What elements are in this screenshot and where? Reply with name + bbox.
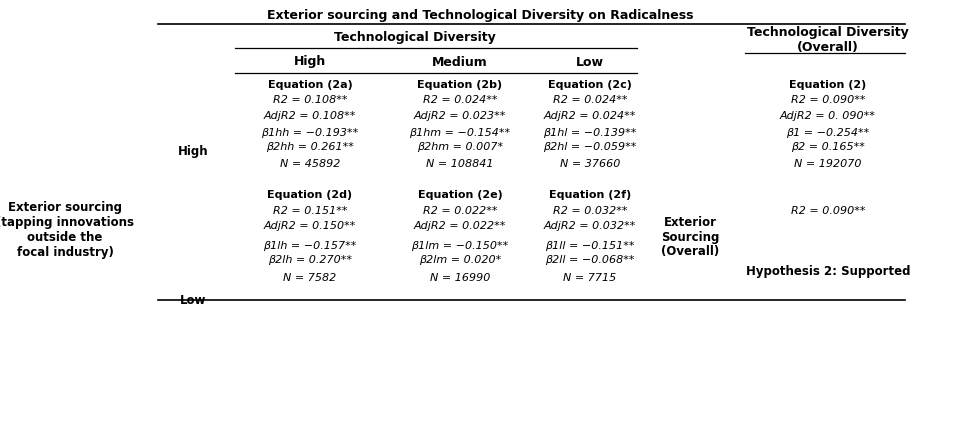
Text: Equation (2c): Equation (2c)	[548, 80, 632, 90]
Text: β1hm = −0.154**: β1hm = −0.154**	[409, 128, 511, 138]
Text: Exterior sourcing
(tapping innovations
outside the
focal industry): Exterior sourcing (tapping innovations o…	[0, 201, 134, 259]
Text: Exterior
Sourcing
(Overall): Exterior Sourcing (Overall)	[660, 216, 719, 259]
Text: β2ll = −0.068**: β2ll = −0.068**	[545, 255, 635, 265]
Text: AdjR2 = 0.108**: AdjR2 = 0.108**	[264, 111, 356, 121]
Text: β1ll = −0.151**: β1ll = −0.151**	[545, 241, 635, 251]
Text: R2 = 0.090**: R2 = 0.090**	[791, 95, 865, 105]
Text: Equation (2b): Equation (2b)	[418, 80, 503, 90]
Text: Hypothesis 2: Supported: Hypothesis 2: Supported	[746, 265, 910, 279]
Text: R2 = 0.090**: R2 = 0.090**	[791, 206, 865, 216]
Text: N = 7582: N = 7582	[283, 273, 337, 283]
Text: AdjR2 = 0.150**: AdjR2 = 0.150**	[264, 221, 356, 231]
Text: β1hh = −0.193**: β1hh = −0.193**	[261, 128, 359, 138]
Text: N = 108841: N = 108841	[426, 159, 493, 169]
Text: β2lh = 0.270**: β2lh = 0.270**	[268, 255, 352, 265]
Text: AdjR2 = 0.022**: AdjR2 = 0.022**	[414, 221, 506, 231]
Text: R2 = 0.032**: R2 = 0.032**	[553, 206, 627, 216]
Text: R2 = 0.024**: R2 = 0.024**	[422, 95, 497, 105]
Text: N = 37660: N = 37660	[560, 159, 620, 169]
Text: β1hl = −0.139**: β1hl = −0.139**	[543, 128, 636, 138]
Text: Equation (2a): Equation (2a)	[268, 80, 352, 90]
Text: AdjR2 = 0.032**: AdjR2 = 0.032**	[543, 221, 636, 231]
Text: Equation (2f): Equation (2f)	[549, 190, 631, 200]
Text: R2 = 0.024**: R2 = 0.024**	[553, 95, 627, 105]
Text: Equation (2e): Equation (2e)	[418, 190, 502, 200]
Text: N = 16990: N = 16990	[430, 273, 491, 283]
Text: Technological Diversity
(Overall): Technological Diversity (Overall)	[747, 26, 909, 54]
Text: β2lm = 0.020*: β2lm = 0.020*	[419, 255, 501, 265]
Text: N = 45892: N = 45892	[279, 159, 340, 169]
Text: β2hh = 0.261**: β2hh = 0.261**	[266, 142, 354, 152]
Text: β2hm = 0.007*: β2hm = 0.007*	[417, 142, 503, 152]
Text: N = 192070: N = 192070	[794, 159, 862, 169]
Text: R2 = 0.108**: R2 = 0.108**	[273, 95, 348, 105]
Text: Equation (2): Equation (2)	[789, 80, 867, 90]
Text: AdjR2 = 0.023**: AdjR2 = 0.023**	[414, 111, 506, 121]
Text: Exterior sourcing and Technological Diversity on Radicalness: Exterior sourcing and Technological Dive…	[267, 9, 693, 21]
Text: AdjR2 = 0.024**: AdjR2 = 0.024**	[543, 111, 636, 121]
Text: R2 = 0.151**: R2 = 0.151**	[273, 206, 348, 216]
Text: Medium: Medium	[432, 55, 488, 69]
Text: Technological Diversity: Technological Diversity	[334, 32, 496, 44]
Text: AdjR2 = 0. 090**: AdjR2 = 0. 090**	[780, 111, 876, 121]
Text: High: High	[294, 55, 326, 69]
Text: Low: Low	[180, 294, 206, 306]
Text: β2 = 0.165**: β2 = 0.165**	[791, 142, 865, 152]
Text: Low: Low	[576, 55, 604, 69]
Text: β2hl = −0.059**: β2hl = −0.059**	[543, 142, 636, 152]
Text: β1lm = −0.150**: β1lm = −0.150**	[412, 241, 509, 251]
Text: High: High	[178, 146, 208, 158]
Text: Equation (2d): Equation (2d)	[268, 190, 352, 200]
Text: R2 = 0.022**: R2 = 0.022**	[422, 206, 497, 216]
Text: β1lh = −0.157**: β1lh = −0.157**	[263, 241, 357, 251]
Text: β1 = −0.254**: β1 = −0.254**	[786, 128, 870, 138]
Text: N = 7715: N = 7715	[564, 273, 616, 283]
